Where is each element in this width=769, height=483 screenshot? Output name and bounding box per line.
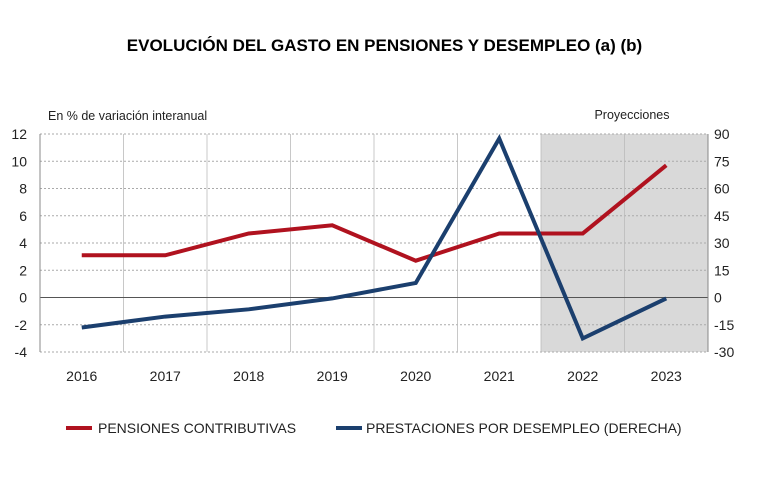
y-axis-label: En % de variación interanual bbox=[48, 109, 207, 123]
series-line-1 bbox=[81, 134, 668, 342]
y2-tick-label: -15 bbox=[714, 317, 734, 333]
series-line-0 bbox=[81, 163, 668, 263]
x-tick-label: 2017 bbox=[150, 368, 181, 384]
y-tick-label: 10 bbox=[11, 153, 27, 169]
projection-label: Proyecciones bbox=[594, 108, 669, 122]
y-tick-label: -2 bbox=[15, 317, 28, 333]
x-tick-label: 2022 bbox=[567, 368, 598, 384]
y-tick-label: 8 bbox=[19, 181, 27, 197]
y-tick-label: 0 bbox=[19, 290, 27, 306]
y2-tick-label: 90 bbox=[714, 126, 730, 142]
x-tick-label: 2021 bbox=[484, 368, 515, 384]
chart-title: EVOLUCIÓN DEL GASTO EN PENSIONES Y DESEM… bbox=[126, 36, 643, 55]
y-tick-label: -4 bbox=[15, 344, 28, 360]
y2-tick-label: 30 bbox=[714, 235, 730, 251]
x-tick-label: 2018 bbox=[233, 368, 264, 384]
y-tick-label: 4 bbox=[19, 235, 27, 251]
y-tick-label: 12 bbox=[11, 126, 27, 142]
x-tick-label: 2020 bbox=[400, 368, 431, 384]
y2-tick-label: 15 bbox=[714, 262, 730, 278]
x-tick-label: 2023 bbox=[651, 368, 682, 384]
x-tick-label: 2016 bbox=[66, 368, 97, 384]
y-tick-label: 2 bbox=[19, 262, 27, 278]
x-tick-label: 2019 bbox=[317, 368, 348, 384]
y2-tick-label: 75 bbox=[714, 153, 730, 169]
y2-tick-label: 60 bbox=[714, 181, 730, 197]
y2-tick-label: -30 bbox=[714, 344, 734, 360]
y-tick-label: 6 bbox=[19, 208, 27, 224]
y2-tick-label: 45 bbox=[714, 208, 730, 224]
legend-label: PENSIONES CONTRIBUTIVAS bbox=[98, 420, 296, 436]
y2-tick-label: 0 bbox=[714, 290, 722, 306]
legend-label: PRESTACIONES POR DESEMPLEO (DERECHA) bbox=[366, 420, 682, 436]
